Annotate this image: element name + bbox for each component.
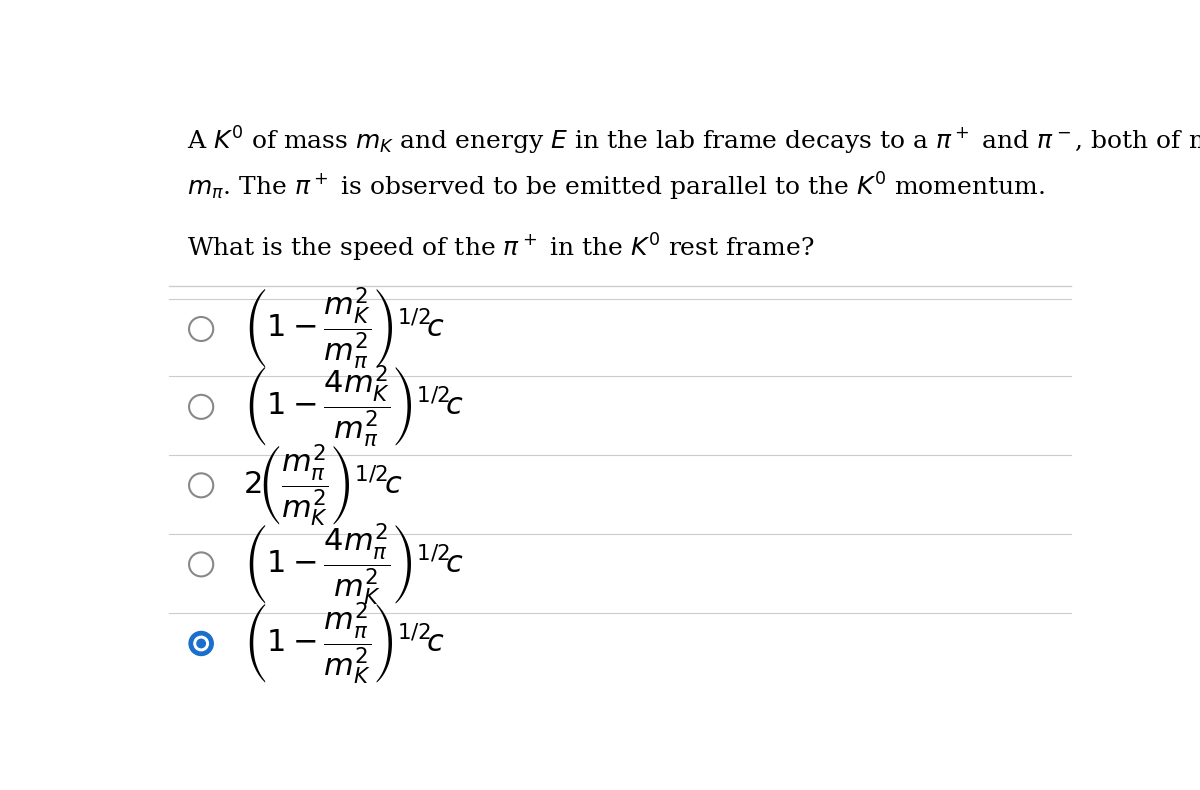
Text: What is the speed of the $\pi^+$ in the $K^0$ rest frame?: What is the speed of the $\pi^+$ in the … bbox=[187, 231, 815, 264]
Text: $m_\pi$. The $\pi^+$ is observed to be emitted parallel to the $K^0$ momentum.: $m_\pi$. The $\pi^+$ is observed to be e… bbox=[187, 171, 1045, 203]
Text: $2\!\left(\dfrac{m_\pi^2}{m_K^2}\right)^{1/2}\! c$: $2\!\left(\dfrac{m_\pi^2}{m_K^2}\right)^… bbox=[242, 442, 402, 529]
Text: $\left(1 - \dfrac{4m_K^2}{m_\pi^2}\right)^{1/2}\! c$: $\left(1 - \dfrac{4m_K^2}{m_\pi^2}\right… bbox=[242, 363, 464, 450]
Text: $\left(1 - \dfrac{m_K^2}{m_\pi^2}\right)^{1/2}\! c$: $\left(1 - \dfrac{m_K^2}{m_\pi^2}\right)… bbox=[242, 286, 445, 372]
Text: $\left(1 - \dfrac{m_\pi^2}{m_K^2}\right)^{1/2}\! c$: $\left(1 - \dfrac{m_\pi^2}{m_K^2}\right)… bbox=[242, 600, 445, 687]
Ellipse shape bbox=[194, 636, 209, 651]
Ellipse shape bbox=[197, 639, 205, 648]
Text: $\left(1 - \dfrac{4m_\pi^2}{m_K^2}\right)^{1/2}\! c$: $\left(1 - \dfrac{4m_\pi^2}{m_K^2}\right… bbox=[242, 521, 464, 608]
Ellipse shape bbox=[190, 631, 214, 656]
Text: A $K^0$ of mass $m_K$ and energy $E$ in the lab frame decays to a $\pi^+$ and $\: A $K^0$ of mass $m_K$ and energy $E$ in … bbox=[187, 125, 1200, 157]
